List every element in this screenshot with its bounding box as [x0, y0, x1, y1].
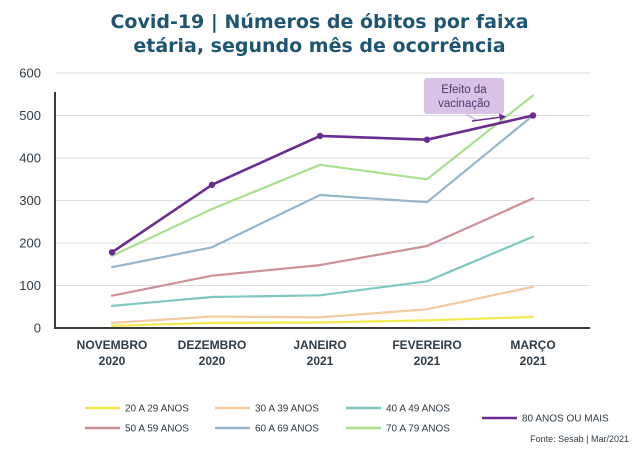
x-tick-label-3: FEVEREIRO 2021 — [392, 338, 461, 368]
y-tick-label-0: 0 — [34, 321, 41, 336]
legend-item-5: 70 A 79 ANOS — [346, 424, 450, 435]
series-6-point-2 — [316, 132, 324, 140]
annotation-box — [424, 78, 504, 114]
y-tick-label-5: 500 — [19, 108, 41, 123]
series-line-5 — [110, 94, 535, 257]
series-6-point-3 — [423, 136, 431, 143]
series-line-0 — [110, 315, 535, 327]
series-6-point-4 — [529, 112, 537, 119]
annotation-text-line-1: Efeito da — [441, 84, 487, 96]
chart-title-line-2: etária, segundo mês de ocorrência — [133, 35, 506, 57]
y-tick-label-4: 400 — [19, 151, 41, 166]
annotation-pointer — [465, 113, 477, 121]
chart-title-line-1: Covid-19 | Números de óbitos por faixa — [110, 11, 529, 33]
y-tick-label-6: 600 — [19, 66, 41, 81]
x-tick-label-2: JANEIRO 2021 — [293, 338, 346, 368]
x-tick-label-1: DEZEMBRO 2020 — [178, 338, 247, 368]
annotation-text-line-2: vacinação — [438, 98, 490, 110]
series-line-3 — [110, 197, 535, 297]
legend-label-3: 50 A 59 ANOS — [125, 424, 189, 435]
series-6-point-1 — [208, 181, 216, 188]
legend-item-0: 20 A 29 ANOS — [85, 404, 189, 415]
source-note: Fonte: Sesab | Mar/2021 — [530, 434, 629, 444]
legend-label-0: 20 A 29 ANOS — [125, 404, 189, 415]
legend-label-4: 60 A 69 ANOS — [255, 424, 319, 435]
legend-item-3: 50 A 59 ANOS — [85, 424, 189, 435]
series-line-2 — [110, 235, 535, 307]
y-tick-label-2: 200 — [19, 236, 41, 251]
series-6-point-0 — [108, 249, 116, 256]
annotation-arrow — [471, 116, 503, 122]
series-line-4 — [110, 114, 535, 269]
x-tick-label-4: MARÇO 2021 — [510, 338, 555, 368]
legend-item-2: 40 A 49 ANOS — [346, 404, 450, 415]
y-tick-label-3: 300 — [19, 193, 41, 208]
legend-label-6: 80 ANOS OU MAIS — [522, 414, 609, 425]
legend-item-6: 80 ANOS OU MAIS — [482, 414, 609, 425]
x-tick-label-0: NOVEMBRO 2020 — [77, 338, 148, 368]
series-line-1 — [110, 285, 535, 324]
y-tick-label-1: 100 — [19, 278, 41, 293]
chart-title: Covid-19 | Números de óbitos por faixa e… — [0, 10, 639, 58]
legend-label-2: 40 A 49 ANOS — [386, 404, 450, 415]
annotation-arrowhead — [499, 113, 506, 121]
legend-label-1: 30 A 39 ANOS — [255, 404, 319, 415]
legend-item-4: 60 A 69 ANOS — [215, 424, 319, 435]
legend-label-5: 70 A 79 ANOS — [386, 424, 450, 435]
legend-item-1: 30 A 39 ANOS — [215, 404, 319, 415]
